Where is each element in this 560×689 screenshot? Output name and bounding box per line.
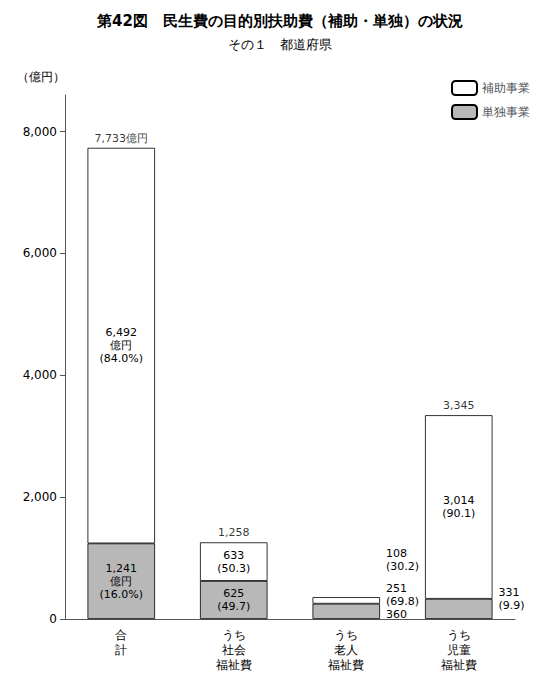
svg-text:3,345: 3,345 [443,399,475,412]
svg-text:福祉費: 福祉費 [328,658,364,672]
svg-text:児童: 児童 [447,643,471,657]
svg-text:計: 計 [115,643,127,657]
svg-text:うち: うち [334,628,358,642]
svg-text:6,000: 6,000 [23,246,57,260]
svg-text:老人: 老人 [334,643,358,657]
svg-text:福祉費: 福祉費 [441,658,477,672]
svg-text:（億円）: （億円） [17,70,65,84]
svg-text:福祉費: 福祉費 [216,658,252,672]
svg-text:(49.7): (49.7) [217,600,250,613]
svg-text:(16.0%): (16.0%) [99,588,143,601]
svg-text:その１ 都道府県: その１ 都道府県 [228,37,332,52]
svg-text:社会: 社会 [222,643,246,657]
svg-text:(9.9): (9.9) [499,599,525,612]
svg-text:(30.2): (30.2) [386,560,419,573]
svg-text:3,014: 3,014 [443,494,475,507]
svg-text:補助事業: 補助事業 [482,81,530,95]
svg-text:108: 108 [386,547,407,560]
svg-text:(90.1): (90.1) [442,507,475,520]
svg-text:うち: うち [447,628,471,642]
svg-text:(84.0%): (84.0%) [99,352,143,365]
svg-text:(50.3): (50.3) [217,562,250,575]
svg-text:331: 331 [499,586,520,599]
svg-text:(69.8): (69.8) [386,595,419,608]
svg-text:1,258: 1,258 [218,526,250,539]
svg-text:0: 0 [49,612,57,626]
svg-text:単独事業: 単独事業 [482,105,530,119]
svg-text:251: 251 [386,582,407,595]
svg-text:4,000: 4,000 [23,368,57,382]
svg-text:2,000: 2,000 [23,490,57,504]
svg-text:625: 625 [223,587,244,600]
svg-text:億円: 億円 [110,339,132,352]
svg-text:6,492: 6,492 [106,326,138,339]
svg-text:億円: 億円 [110,575,132,588]
svg-text:うち: うち [222,628,246,642]
svg-text:第42図 民生費の目的別扶助費（補助・単独）の状況: 第42図 民生費の目的別扶助費（補助・単独）の状況 [96,12,463,30]
svg-text:8,000: 8,000 [23,125,57,139]
svg-text:360: 360 [386,608,407,621]
svg-text:633: 633 [223,549,244,562]
svg-text:7,733億円: 7,733億円 [95,132,149,145]
svg-text:合: 合 [115,628,127,642]
svg-text:1,241: 1,241 [106,562,138,575]
